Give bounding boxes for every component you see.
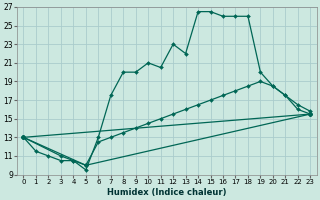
- X-axis label: Humidex (Indice chaleur): Humidex (Indice chaleur): [107, 188, 227, 197]
